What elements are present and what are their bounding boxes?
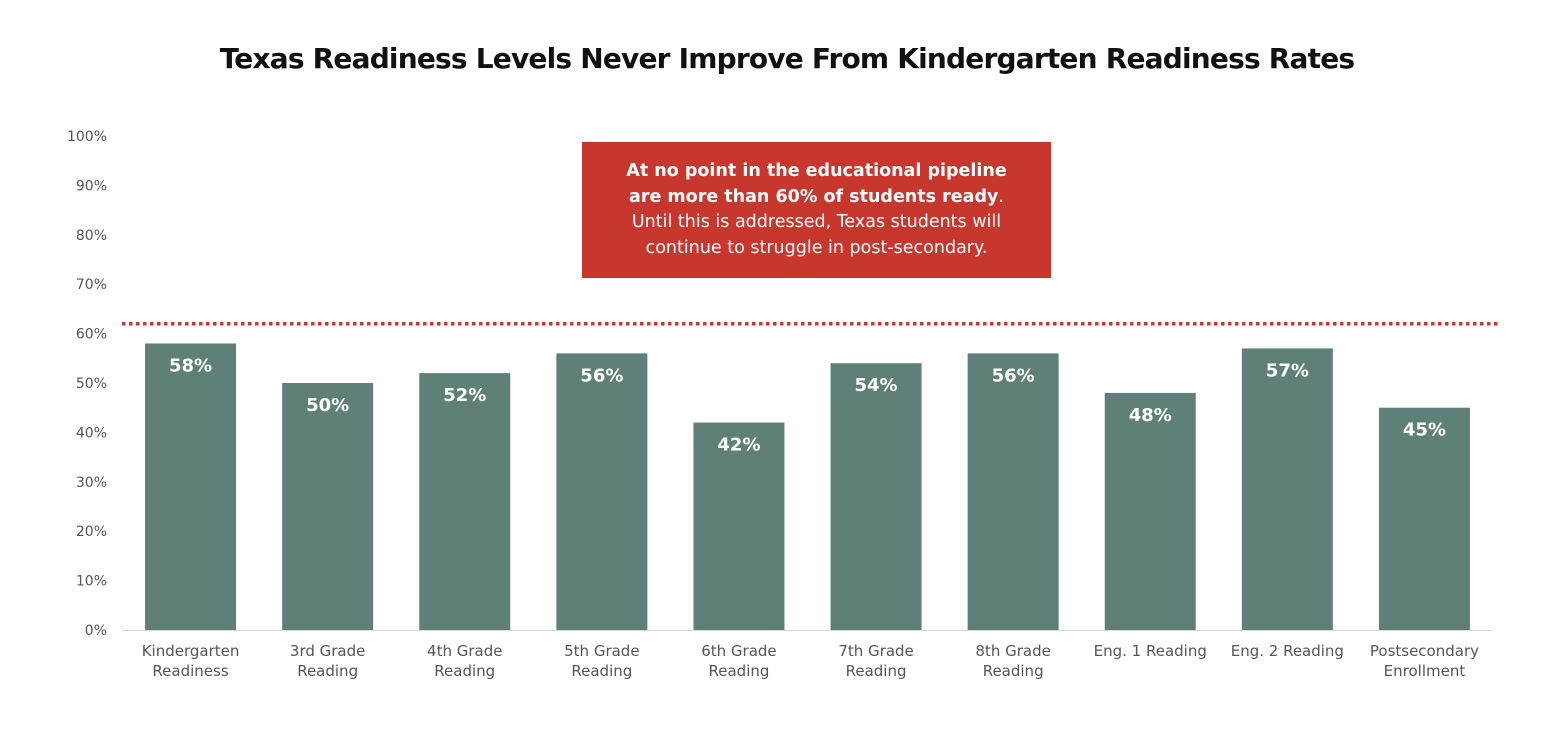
bar bbox=[1104, 392, 1196, 630]
x-category-label: 6th Grade bbox=[701, 642, 776, 660]
y-tick-label: 70% bbox=[76, 277, 107, 293]
x-category-label: 8th Grade bbox=[975, 642, 1050, 660]
bar bbox=[556, 353, 648, 630]
data-label: 45% bbox=[1403, 420, 1446, 441]
data-label: 52% bbox=[443, 385, 486, 406]
x-category-label: Readiness bbox=[152, 662, 228, 680]
y-tick-label: 10% bbox=[76, 574, 107, 590]
x-category-label: Reading bbox=[709, 662, 770, 680]
callout-box: At no point in the educational pipeline … bbox=[582, 142, 1051, 278]
data-label: 54% bbox=[855, 375, 898, 396]
data-label: 50% bbox=[306, 395, 349, 416]
y-tick-label: 100% bbox=[67, 129, 107, 145]
bars bbox=[145, 343, 1470, 630]
x-category-label: 4th Grade bbox=[427, 642, 502, 660]
x-category-label: Reading bbox=[434, 662, 495, 680]
y-tick-label: 50% bbox=[76, 376, 107, 392]
bar bbox=[1241, 348, 1333, 630]
bar bbox=[967, 353, 1059, 630]
callout-period: . bbox=[998, 186, 1004, 207]
y-tick-label: 0% bbox=[85, 623, 107, 639]
x-axis: Kindergarten Readiness 3rd Grade Reading 4th… bbox=[122, 630, 1493, 680]
bar bbox=[830, 363, 922, 630]
y-axis: 0% 10% 20% 30% 40% 50% 60% 70% 80% 90% 100% bbox=[67, 129, 107, 639]
callout-bold-line-2: are more than 60% of students ready bbox=[629, 186, 999, 207]
bar bbox=[282, 383, 374, 630]
x-category-label: Enrollment bbox=[1384, 662, 1466, 680]
x-category-label: Postsecondary bbox=[1370, 642, 1479, 660]
x-category-label: 7th Grade bbox=[838, 642, 913, 660]
data-label: 48% bbox=[1129, 405, 1172, 426]
y-tick-label: 40% bbox=[76, 425, 107, 441]
bar bbox=[693, 422, 785, 630]
y-tick-label: 80% bbox=[76, 228, 107, 244]
x-category-label: Reading bbox=[983, 662, 1044, 680]
x-category-label: Reading bbox=[571, 662, 632, 680]
y-tick-label: 90% bbox=[76, 178, 107, 194]
x-category-label: 5th Grade bbox=[564, 642, 639, 660]
chart-title: Texas Readiness Levels Never Improve Fro… bbox=[219, 42, 1355, 75]
callout-line-3: Until this is addressed, Texas students … bbox=[631, 212, 1002, 232]
data-label: 42% bbox=[717, 435, 760, 456]
x-category-label: Reading bbox=[297, 662, 358, 680]
bar bbox=[419, 373, 511, 630]
bar bbox=[1378, 407, 1470, 630]
data-label: 56% bbox=[992, 365, 1035, 386]
y-tick-label: 30% bbox=[76, 475, 107, 491]
bar bbox=[145, 343, 237, 630]
y-tick-label: 60% bbox=[76, 327, 107, 343]
data-label: 57% bbox=[1266, 360, 1309, 381]
x-category-label: Eng. 2 Reading bbox=[1231, 642, 1344, 660]
x-category-label: 3rd Grade bbox=[290, 642, 365, 660]
x-category-label: Reading bbox=[846, 662, 907, 680]
callout-line-4: continue to struggle in post-secondary. bbox=[645, 237, 988, 258]
y-tick-label: 20% bbox=[76, 524, 107, 540]
x-category-label: Kindergarten bbox=[142, 642, 240, 660]
data-label: 56% bbox=[580, 365, 623, 386]
callout-bold-line-1: At no point in the educational pipeline bbox=[626, 161, 1007, 181]
data-labels: 58% 50% 52% 56% 42% 54% 56% 48% 57% 45% bbox=[169, 355, 1446, 455]
data-label: 58% bbox=[169, 355, 212, 376]
x-category-label: Eng. 1 Reading bbox=[1094, 642, 1207, 660]
